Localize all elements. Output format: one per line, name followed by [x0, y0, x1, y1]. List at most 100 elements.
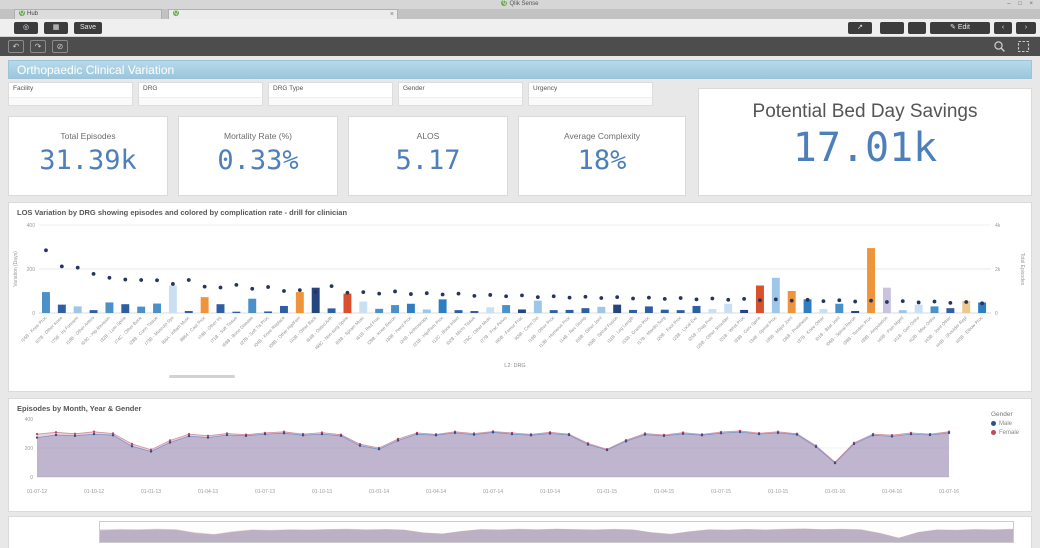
svg-text:200: 200	[25, 446, 34, 452]
svg-text:01-01-15: 01-01-15	[597, 489, 617, 495]
svg-text:I18B - Other Arthro: I18B - Other Arthro	[65, 315, 96, 346]
svg-text:01-10-14: 01-10-14	[540, 489, 560, 495]
los-chart-scrollbar[interactable]	[169, 375, 235, 378]
filter-drg[interactable]: DRG	[138, 82, 263, 106]
svg-text:I38B - Tendon Proc: I38B - Tendon Proc	[842, 315, 873, 346]
svg-text:01-01-14: 01-01-14	[369, 489, 389, 495]
svg-text:I34B - Spinal Proc: I34B - Spinal Proc	[748, 315, 778, 345]
app-menu-button[interactable]: ◎	[14, 22, 38, 34]
navigator-strip[interactable]	[99, 521, 1014, 543]
svg-text:I17B - Maxillo Surg: I17B - Maxillo Surg	[636, 315, 667, 346]
selections-bar: ↶ ↷ ⊘	[0, 37, 1040, 56]
app-favicon-icon: Q	[501, 0, 508, 7]
filter-facility[interactable]: Facility	[8, 82, 133, 106]
filter-drg-type-field[interactable]	[269, 97, 392, 105]
svg-text:I12C - Bone Infect: I12C - Bone Infect	[431, 315, 461, 345]
svg-text:01-07-13: 01-07-13	[255, 489, 275, 495]
next-sheet-button[interactable]: ›	[1016, 22, 1036, 34]
sheets-button[interactable]	[908, 22, 926, 34]
episodes-area-chart[interactable]: 400 200 0 01-07-12 01-10-12 01-01-13 01-04-13 0…	[9, 413, 1031, 509]
filter-facility-field[interactable]	[9, 97, 132, 105]
svg-text:0: 0	[30, 475, 33, 481]
selections-forward-icon[interactable]: ↷	[30, 40, 46, 53]
svg-text:I74C - Other Bone: I74C - Other Bone	[114, 315, 144, 345]
clear-selections-icon[interactable]: ⊘	[52, 40, 68, 53]
tab-hub-label: Hub	[27, 11, 39, 17]
svg-text:I02B - Micro Tissue: I02B - Micro Tissue	[445, 315, 476, 346]
svg-text:I29B - Knee Recon: I29B - Knee Recon	[366, 315, 397, 346]
kpi-total-episodes-label: Total Episodes	[60, 131, 116, 141]
svg-text:01-07-15: 01-07-15	[711, 489, 731, 495]
kpi-mortality-rate-label: Mortality Rate (%)	[223, 131, 292, 141]
svg-text:I28B - Conn Tissue: I28B - Conn Tissue	[128, 315, 159, 346]
selections-back-icon[interactable]: ↶	[8, 40, 24, 53]
svg-text:2k: 2k	[995, 267, 1001, 273]
selections-tool-icon[interactable]	[1017, 40, 1030, 53]
svg-text:I76C - Other Musc: I76C - Other Musc	[462, 315, 492, 345]
filter-drg-type-label: DRG Type	[273, 85, 304, 92]
svg-text:01-07-16: 01-07-16	[939, 489, 959, 495]
legend-title: Gender	[990, 411, 1013, 418]
save-button[interactable]: Save	[74, 22, 102, 34]
filter-facility-label: Facility	[13, 85, 34, 92]
edit-label: Edit	[957, 24, 970, 31]
episodes-chart-panel[interactable]: Episodes by Month, Year & Gender 400 200 0…	[8, 398, 1032, 512]
kpi-total-episodes: Total Episodes 31.39k	[8, 116, 168, 196]
window-controls[interactable]: – □ ×	[1007, 1, 1036, 7]
svg-text:01-04-13: 01-04-13	[198, 489, 218, 495]
episodes-chart-title: Episodes by Month, Year & Gender	[17, 404, 142, 413]
filter-drg-field[interactable]	[139, 97, 262, 105]
svg-text:01-01-13: 01-01-13	[141, 489, 161, 495]
svg-text:Variation (Days): Variation (Days)	[13, 251, 19, 287]
svg-text:200: 200	[27, 267, 36, 273]
share-icon: ↗	[857, 24, 863, 31]
svg-text:01-04-16: 01-04-16	[882, 489, 902, 495]
app-overview-button[interactable]: ▦	[44, 22, 68, 34]
navigator-panel[interactable]	[8, 516, 1032, 548]
kpi-average-complexity-label: Average Complexity	[564, 131, 640, 141]
svg-text:01-10-13: 01-10-13	[312, 489, 332, 495]
los-variation-chart-panel[interactable]: LOS Variation by DRG showing episodes an…	[8, 202, 1032, 392]
svg-text:I60B - Femur Frac: I60B - Femur Frac	[494, 315, 524, 345]
tab-strip: Q Hub Q ×	[0, 9, 1040, 19]
svg-text:400: 400	[27, 223, 36, 229]
window-title: Qlik Sense	[509, 1, 539, 7]
pencil-icon: ✎	[950, 24, 956, 31]
kpi-mortality-rate: Mortality Rate (%) 0.33%	[178, 116, 338, 196]
sheet-title: Orthopaedic Clinical Variation	[17, 63, 175, 77]
share-button[interactable]: ↗	[848, 22, 872, 34]
svg-text:01-10-12: 01-10-12	[84, 489, 104, 495]
kpi-average-complexity-value: 18%	[577, 145, 627, 176]
window-titlebar: Q Qlik Sense – □ ×	[0, 0, 1040, 9]
smart-search-icon[interactable]	[993, 40, 1006, 53]
svg-text:I16B - Knee Proc: I16B - Knee Proc	[20, 315, 48, 343]
svg-text:4k: 4k	[995, 223, 1001, 229]
svg-text:01-04-14: 01-04-14	[426, 489, 446, 495]
kpi-mortality-rate-value: 0.33%	[217, 145, 299, 176]
legend-item-female[interactable]: Female	[990, 430, 1019, 436]
tab-app[interactable]: Q ×	[168, 9, 398, 19]
navigator-mini-chart[interactable]	[100, 522, 1013, 542]
filter-gender[interactable]: Gender	[398, 82, 523, 106]
bookmarks-button[interactable]	[880, 22, 904, 34]
filter-drg-type[interactable]: DRG Type	[268, 82, 393, 106]
bed-day-savings-label: Potential Bed Day Savings	[752, 101, 978, 122]
edit-button[interactable]: ✎ Edit	[930, 22, 990, 34]
svg-text:I15B - Cranio Proc: I15B - Cranio Proc	[621, 315, 651, 345]
kpi-alos-value: 5.17	[395, 145, 461, 176]
filter-urgency-label: Urgency	[533, 85, 558, 92]
prev-sheet-button[interactable]: ‹	[994, 22, 1012, 34]
filter-urgency-field[interactable]	[529, 97, 652, 105]
svg-text:01-04-15: 01-04-15	[654, 489, 674, 495]
filter-gender-field[interactable]	[399, 97, 522, 105]
los-variation-chart[interactable]: 400 200 0 4k 2k 0 Variation (Days) Total Episod…	[9, 217, 1031, 387]
filter-gender-label: Gender	[403, 85, 425, 92]
tab-hub[interactable]: Q Hub	[14, 9, 162, 19]
los-chart-title: LOS Variation by DRG showing episodes an…	[17, 208, 348, 217]
tab-close-icon[interactable]: ×	[389, 11, 394, 18]
kpi-bed-day-savings: Potential Bed Day Savings 17.01k	[698, 88, 1032, 196]
filter-urgency[interactable]: Urgency	[528, 82, 653, 106]
legend-item-male[interactable]: Male	[990, 421, 1019, 427]
svg-text:01-10-15: 01-10-15	[768, 489, 788, 495]
